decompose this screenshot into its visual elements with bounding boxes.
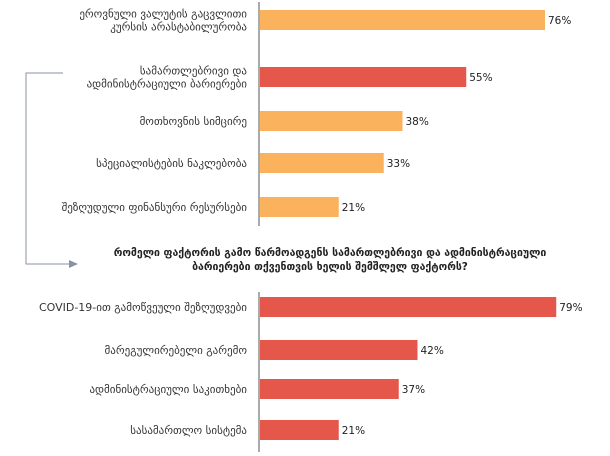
- category-label: შეზღუდული ფინანსური რესურსები: [62, 201, 248, 214]
- bar: [260, 340, 418, 360]
- bar: [260, 111, 403, 131]
- category-label: ადმინისტრაციული საკითხები: [89, 383, 247, 396]
- data-label: 76%: [548, 15, 571, 27]
- bar: [260, 67, 467, 87]
- category-label: კურსის არასტაბილურობა: [110, 21, 247, 34]
- category-label: სასამართლო სისტემა: [130, 424, 247, 437]
- bar: [260, 379, 399, 399]
- data-label: 37%: [402, 384, 425, 396]
- category-label: COVID-19-ით გამოწვეული შეზღუდვები: [39, 301, 247, 314]
- data-label: 33%: [387, 158, 410, 170]
- category-label: სამართლებრივი და: [140, 65, 247, 78]
- connector-line: [25, 72, 70, 265]
- bar: [260, 297, 557, 317]
- data-label: 21%: [342, 202, 365, 214]
- data-label: 38%: [406, 116, 429, 128]
- data-label: 55%: [469, 72, 492, 84]
- bar: [260, 10, 545, 30]
- chart-title: ბარიერები თქვენთვის ხელის შემშლელ ფაქტორ…: [192, 261, 468, 273]
- category-label: ეროვნული ვალუტის გაცვლითი: [79, 8, 247, 21]
- category-label: ადმინისტრაციული ბარიერები: [87, 78, 248, 91]
- connector-arrowhead: [69, 260, 78, 268]
- bar: [260, 197, 339, 217]
- category-label: სპეციალისტების ნაკლებობა: [96, 157, 247, 170]
- bar: [260, 153, 384, 173]
- data-label: 79%: [559, 302, 582, 314]
- category-label: მარეგულირებელი გარემო: [105, 344, 248, 357]
- category-label: მოთხოვნის სიმცირე: [140, 115, 247, 128]
- chart-title: რომელი ფაქტორის გამო წარმოადგენს სამართლ…: [114, 247, 547, 259]
- data-label: 42%: [421, 345, 444, 357]
- bar: [260, 420, 339, 440]
- data-label: 21%: [342, 425, 365, 437]
